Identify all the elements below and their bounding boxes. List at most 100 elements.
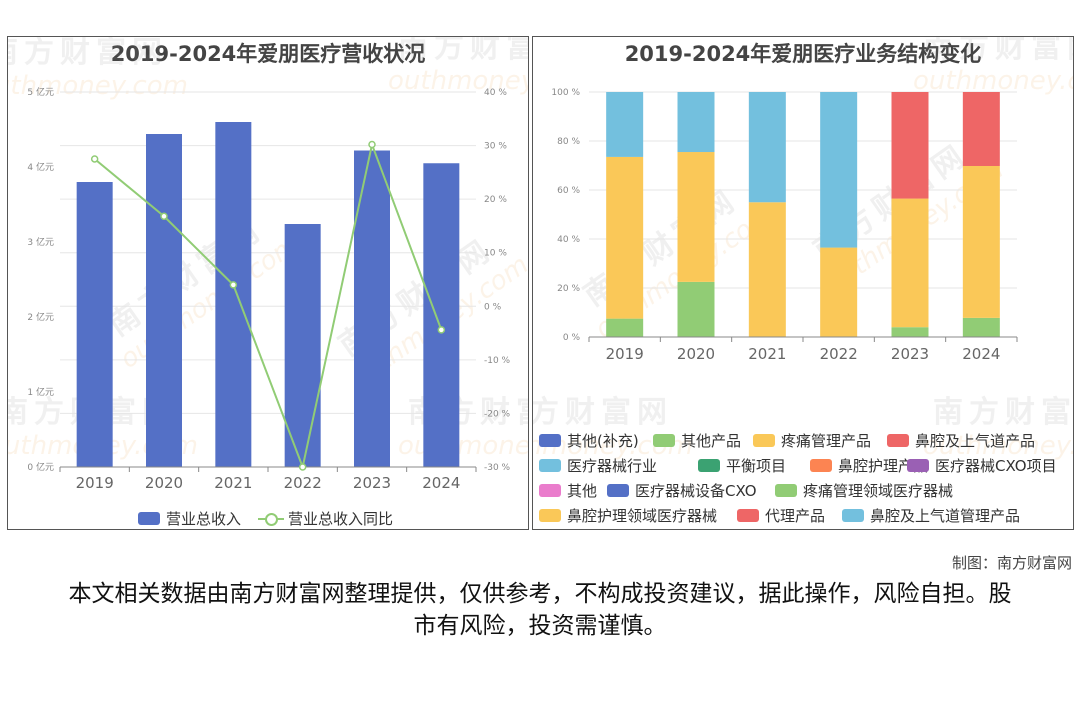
legend-item[interactable]: 医疗器械CXO项目	[907, 455, 1057, 476]
watermark-cn: 南方财富网	[398, 37, 529, 65]
y-left-tick-label: 4 亿元	[27, 161, 54, 173]
legend-label: 鼻腔及上气道管理产品	[870, 507, 1021, 525]
legend-swatch	[737, 509, 759, 522]
revenue-chart-panel: 2019-2024年爱朋医疗营收状况 南方财富网outhmoney.com南方财…	[7, 36, 529, 530]
y-right-tick-label: 40 %	[484, 88, 507, 98]
x-tick-label: 2019	[606, 345, 644, 363]
x-tick-label: 2021	[748, 345, 786, 363]
y-right-tick-label: -10 %	[484, 356, 511, 366]
bar-segment-2024	[962, 165, 1000, 318]
bar-segment-2020	[677, 152, 715, 282]
legend-item[interactable]: 其他	[539, 480, 597, 501]
legend-item[interactable]: 疼痛管理产品	[753, 430, 871, 451]
point-revenue-yoy-2022	[298, 463, 307, 471]
point-revenue-yoy-2024	[437, 326, 446, 334]
line-revenue-yoy	[94, 140, 443, 471]
legend-swatch	[539, 459, 561, 472]
x-tick-label: 2022	[820, 345, 858, 363]
structure-chart-svg: 南方财富网outhmoney.com南方财富网outhmoney.com南方财富…	[533, 37, 1074, 461]
watermark-cn: 南方财富网	[8, 37, 168, 70]
y-right-tick-label: -30 %	[484, 463, 511, 473]
bar-revenue-2023	[354, 150, 390, 467]
x-tick-label: 2023	[891, 345, 929, 363]
legend-label: 鼻腔护理产品	[838, 457, 929, 475]
legend-item[interactable]: 鼻腔及上气道管理产品	[842, 505, 1020, 526]
y-left-tick-label: 1 亿元	[27, 386, 54, 398]
legend-item[interactable]: 医疗器械设备CXO	[607, 480, 757, 501]
legend-item-revenue[interactable]: 营业总收入	[138, 508, 241, 529]
bar-segment-2024	[962, 92, 1000, 166]
revenue-chart-title: 2019-2024年爱朋医疗营收状况	[110, 42, 426, 66]
legend-label-revenue-yoy: 营业总收入同比	[288, 510, 394, 528]
legend-label: 其他(补充)	[567, 432, 639, 450]
legend-label-revenue: 营业总收入	[166, 510, 242, 528]
legend-item[interactable]: 鼻腔护理领域医疗器械	[539, 505, 717, 526]
legend-item[interactable]: 其他产品	[653, 430, 741, 451]
watermark-en: outhmoney.com	[398, 431, 529, 461]
legend-label: 医疗器械行业	[567, 457, 658, 475]
x-tick-label: 2020	[677, 345, 715, 363]
watermark-en: outhmoney.com	[923, 431, 1074, 461]
legend-label: 其他产品	[681, 432, 742, 450]
y-right-tick-label: -20 %	[484, 409, 511, 419]
y-right-tick-label: 10 %	[484, 249, 507, 259]
y-tick-label: 20 %	[557, 284, 580, 294]
x-tick-label: 2021	[214, 474, 252, 492]
structure-chart-title: 2019-2024年爱朋医疗业务结构变化	[624, 42, 982, 66]
bar-revenue-2019	[76, 182, 113, 467]
bar-segment-2020	[677, 281, 715, 337]
bar-segment-2023	[891, 327, 929, 337]
legend-item[interactable]: 鼻腔及上气道产品	[887, 430, 1035, 451]
bar-segment-2022	[820, 92, 858, 248]
legend-swatch	[539, 509, 561, 522]
bar-segment-2022	[820, 247, 858, 337]
bar-segment-2019	[606, 92, 644, 157]
watermark-cn: 南方财富网	[533, 395, 673, 430]
x-tick-label: 2020	[145, 474, 183, 492]
legend-item[interactable]: 医疗器械行业	[539, 455, 657, 476]
legend-item[interactable]: 平衡项目	[698, 455, 786, 476]
legend-item[interactable]: 疼痛管理领域医疗器械	[775, 480, 953, 501]
y-left-tick-label: 5 亿元	[27, 86, 54, 98]
legend-item[interactable]: 鼻腔护理产品	[810, 455, 928, 476]
legend-swatch	[810, 459, 832, 472]
y-right-tick-label: 30 %	[484, 142, 507, 152]
watermark-cn: 南方财富网	[933, 395, 1074, 430]
legend-item[interactable]: 代理产品	[737, 505, 825, 526]
legend-swatch-line	[258, 512, 284, 526]
legend-item[interactable]: 其他(补充)	[539, 430, 639, 451]
bar-segment-2023	[891, 198, 929, 328]
bar-revenue-2022	[284, 224, 321, 467]
point-revenue-yoy-2019	[90, 155, 99, 163]
watermark-en: outhmoney.com	[913, 66, 1074, 96]
watermark-en: outhmoney.com	[388, 66, 529, 96]
legend-swatch	[842, 509, 864, 522]
legend-swatch	[698, 459, 720, 472]
legend-label: 代理产品	[765, 507, 826, 525]
watermark-cn: 南方财富网	[923, 37, 1074, 65]
y-left-tick-label: 3 亿元	[27, 236, 54, 248]
x-tick-label: 2024	[422, 474, 460, 492]
y-right-tick-label: 20 %	[484, 195, 507, 205]
x-tick-label: 2023	[353, 474, 391, 492]
bar-segment-2021	[748, 92, 786, 203]
y-left-tick-label: 2 亿元	[27, 311, 54, 323]
legend-item-revenue-yoy[interactable]: 营业总收入同比	[258, 508, 393, 529]
x-tick-label: 2022	[284, 474, 322, 492]
y-tick-label: 100 %	[551, 88, 580, 98]
point-revenue-yoy-2021	[229, 281, 238, 289]
bar-segment-2024	[962, 317, 1000, 337]
y-tick-label: 60 %	[557, 186, 580, 196]
y-tick-label: 0 %	[563, 333, 581, 343]
y-tick-label: 80 %	[557, 137, 580, 147]
chart-credit: 制图：南方财富网	[951, 554, 1072, 572]
legend-label: 鼻腔及上气道产品	[915, 432, 1036, 450]
bar-segment-2023	[891, 92, 929, 199]
legend-swatch	[907, 459, 929, 472]
structure-chart-panel: 2019-2024年爱朋医疗业务结构变化 南方财富网outhmoney.com南…	[532, 36, 1074, 530]
legend-swatch	[653, 434, 675, 447]
